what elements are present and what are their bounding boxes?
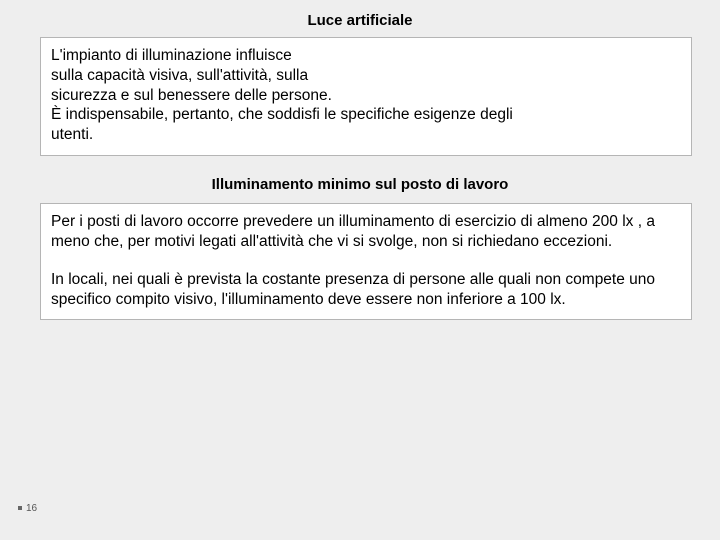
section-title-2: Illuminamento minimo sul posto di lavoro <box>0 156 720 203</box>
detail-box: Per i posti di lavoro occorre prevedere … <box>40 203 692 320</box>
intro-line-5: utenti. <box>51 125 681 145</box>
section-title-1: Luce artificiale <box>0 0 720 37</box>
page-number-value: 16 <box>26 503 37 514</box>
bullet-icon <box>18 506 22 510</box>
intro-line-3: sicurezza e sul benessere delle persone. <box>51 86 681 106</box>
page-number: 16 <box>18 503 37 514</box>
intro-line-2: sulla capacità visiva, sull'attività, su… <box>51 66 681 86</box>
detail-paragraph-1: Per i posti di lavoro occorre prevedere … <box>51 212 681 252</box>
intro-box: L'impianto di illuminazione influisce su… <box>40 37 692 156</box>
intro-line-1: L'impianto di illuminazione influisce <box>51 46 681 66</box>
intro-line-4: È indispensabile, pertanto, che soddisfi… <box>51 105 681 125</box>
detail-paragraph-2: In locali, nei quali è prevista la costa… <box>51 270 681 310</box>
